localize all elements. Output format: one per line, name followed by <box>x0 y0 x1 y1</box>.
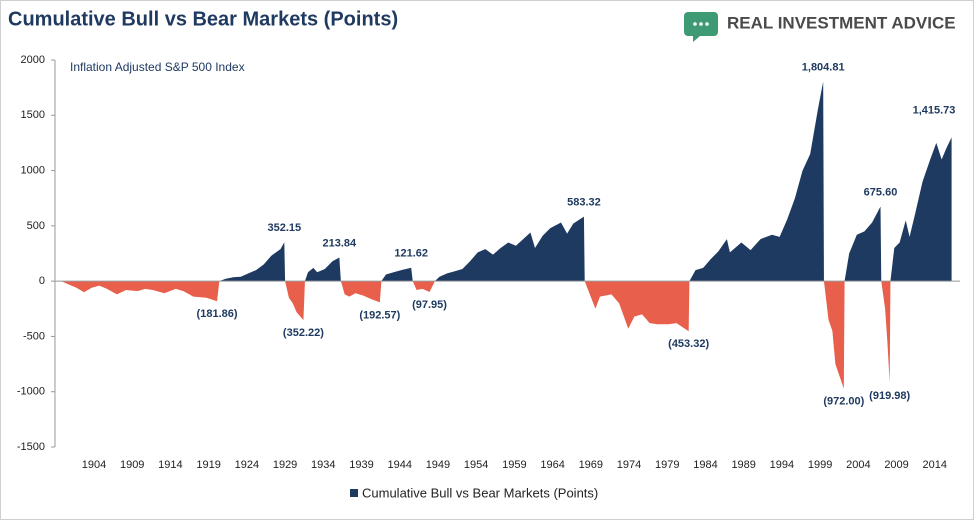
brand: REAL INVESTMENT ADVICE <box>727 13 956 32</box>
y-tick-label: -1000 <box>17 386 45 398</box>
bear-area <box>823 281 845 389</box>
x-tick-label: 1969 <box>579 459 603 471</box>
data-label: 213.84 <box>323 237 358 249</box>
x-tick-label: 1919 <box>196 459 220 471</box>
data-label: 1,415.73 <box>913 105 956 117</box>
x-tick-label: 2014 <box>923 459 947 471</box>
data-label: (97.95) <box>412 299 447 311</box>
data-label: (453.32) <box>668 338 709 350</box>
x-tick-label: 1909 <box>120 459 144 471</box>
x-tick-label: 1989 <box>731 459 755 471</box>
bear-area <box>285 281 305 321</box>
data-label: (972.00) <box>823 396 864 408</box>
logo-dot <box>705 22 709 26</box>
logo: REAL INVESTMENT ADVICE <box>684 12 956 42</box>
x-tick-label: 1939 <box>349 459 373 471</box>
bull-area <box>304 257 341 282</box>
y-tick-label: -1500 <box>17 441 45 453</box>
data-label: (181.86) <box>197 308 238 320</box>
data-label: (192.57) <box>359 309 400 321</box>
y-tick-label: 1500 <box>21 109 45 121</box>
y-tick-label: 1000 <box>21 164 45 176</box>
logo-dot <box>699 22 703 26</box>
bull-area <box>844 206 882 282</box>
data-label: 1,804.81 <box>802 61 845 73</box>
data-label: 583.32 <box>567 197 601 209</box>
y-tick-label: 0 <box>39 275 45 287</box>
x-tick-label: 1934 <box>311 459 335 471</box>
bear-area <box>61 281 220 302</box>
x-tick-label: 1964 <box>540 459 564 471</box>
y-tick-label: 500 <box>27 220 45 232</box>
bull-area <box>689 81 824 282</box>
bear-area <box>340 281 382 303</box>
x-tick-label: 2004 <box>846 459 870 471</box>
data-label: 352.15 <box>267 222 301 234</box>
data-label: (352.22) <box>283 327 324 339</box>
x-tick-label: 1979 <box>655 459 679 471</box>
data-label: 675.60 <box>864 186 898 198</box>
logo-icon <box>684 12 718 42</box>
bear-area <box>584 281 690 332</box>
x-tick-label: 1904 <box>82 459 106 471</box>
data-label: 121.62 <box>394 248 428 260</box>
chart-title: Cumulative Bull vs Bear Markets (Points) <box>8 8 398 30</box>
bull-area <box>890 137 952 282</box>
subtitle: Inflation Adjusted S&P 500 Index <box>70 60 245 74</box>
logo-dot <box>693 22 697 26</box>
legend-swatch <box>350 489 358 497</box>
x-tick-label: 1944 <box>387 459 411 471</box>
x-tick-label: 1929 <box>273 459 297 471</box>
x-tick-label: 1999 <box>808 459 832 471</box>
bull-area <box>434 216 585 282</box>
x-tick-label: 1949 <box>426 459 450 471</box>
x-tick-label: 1984 <box>693 459 717 471</box>
x-tick-label: 1974 <box>617 459 641 471</box>
x-tick-label: 1959 <box>502 459 526 471</box>
y-tick-label: -500 <box>23 330 45 342</box>
bear-area <box>412 281 435 292</box>
legend-label: Cumulative Bull vs Bear Markets (Points) <box>362 485 598 500</box>
y-tick-label: 2000 <box>21 54 45 66</box>
x-tick-label: 1954 <box>464 459 488 471</box>
data-label: (919.98) <box>869 390 910 402</box>
x-tick-label: 1994 <box>770 459 794 471</box>
bear-area <box>881 281 891 383</box>
x-tick-label: 2009 <box>884 459 908 471</box>
x-tick-label: 1914 <box>158 459 182 471</box>
x-tick-label: 1924 <box>235 459 259 471</box>
bull-area <box>381 267 413 282</box>
bull-area <box>219 242 286 282</box>
